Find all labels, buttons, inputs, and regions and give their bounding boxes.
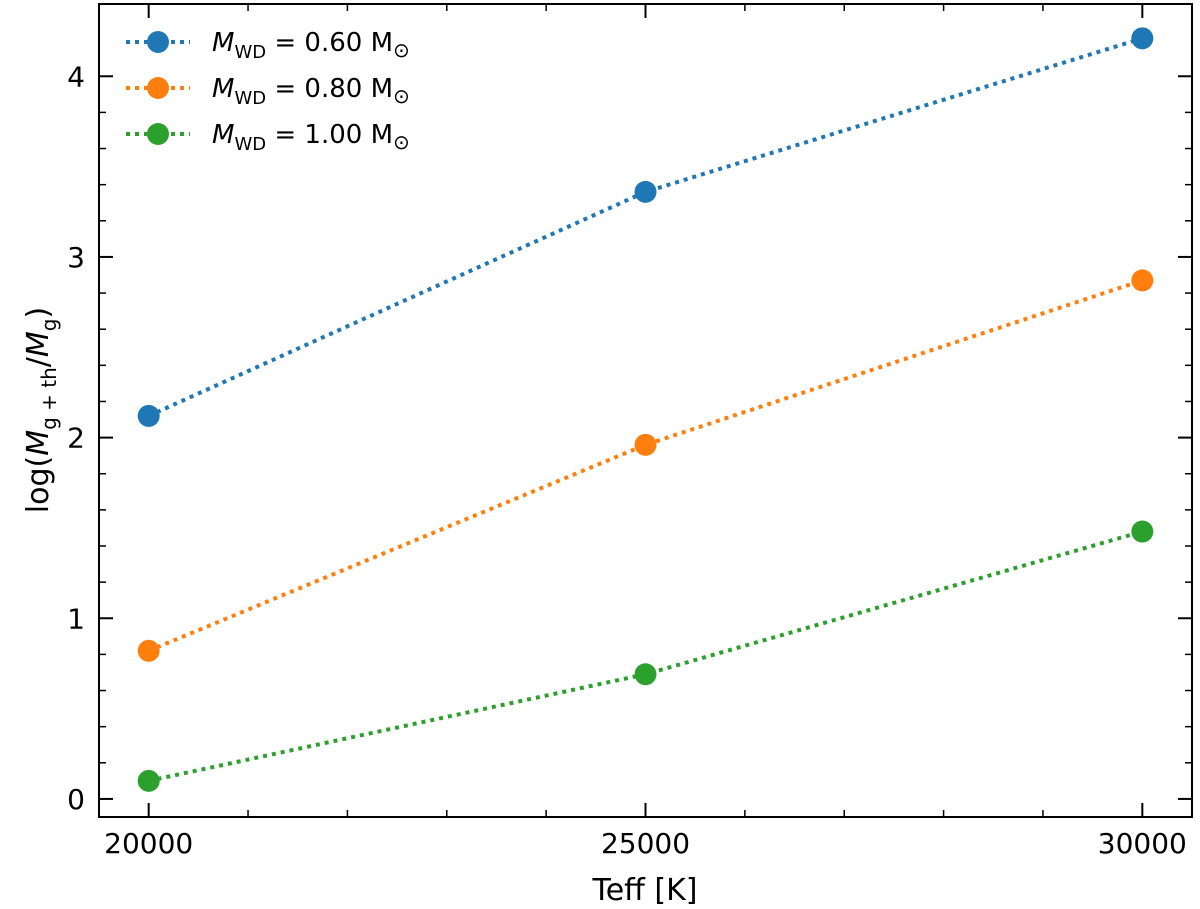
legend-marker [147, 31, 169, 53]
x-tick-label: 25000 [601, 827, 690, 860]
data-point-0.80-20000 [137, 639, 160, 662]
legend-label: MWD = 1.00 M⊙ [212, 120, 410, 155]
x-tick-label: 20000 [104, 827, 193, 860]
y-tick-label: 4 [67, 60, 85, 93]
legend-label: MWD = 0.60 M⊙ [212, 28, 410, 63]
legend-entry-0.60: MWD = 0.60 M⊙ [126, 28, 410, 63]
legend-marker [147, 123, 169, 145]
data-point-1.00-20000 [137, 769, 160, 792]
data-point-0.60-20000 [137, 404, 160, 427]
x-tick-label: 30000 [1098, 827, 1187, 860]
data-point-0.60-30000 [1131, 27, 1154, 50]
plot-frame [98, 3, 1193, 818]
legend-marker [147, 77, 169, 99]
data-point-1.00-25000 [634, 663, 657, 686]
y-tick-label: 0 [67, 783, 85, 816]
series-line-1.00 [148, 529, 1143, 783]
y-tick-label: 2 [67, 422, 85, 455]
axis-ticks: 20000 25000 30000 0 1 2 3 4 [67, 4, 1192, 860]
data-point-0.80-30000 [1131, 269, 1154, 292]
series-line-0.80 [147, 278, 1143, 653]
series-line-0.60 [147, 36, 1143, 418]
legend-entry-0.80: MWD = 0.80 M⊙ [126, 74, 410, 109]
data-point-0.80-25000 [634, 433, 657, 456]
data-point-1.00-30000 [1131, 520, 1154, 543]
data-point-0.60-25000 [634, 180, 657, 203]
y-tick-label: 1 [67, 602, 85, 635]
plot-area [137, 27, 1154, 792]
y-tick-label: 3 [67, 241, 85, 274]
legend-label: MWD = 0.80 M⊙ [212, 74, 410, 109]
x-axis-title: Teff [K] [592, 873, 698, 908]
legend-entry-1.00: MWD = 1.00 M⊙ [126, 120, 410, 155]
legend: MWD = 0.60 M⊙ MWD = 0.80 M⊙ MWD = 1.00 M⊙ [126, 28, 410, 155]
y-axis-title: log(Mg + th/Mg) [21, 307, 61, 513]
